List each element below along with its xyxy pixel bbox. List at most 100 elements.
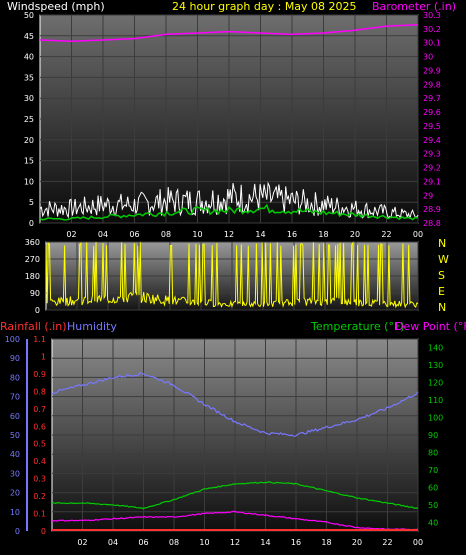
temp-humidity-x-tick-label: 14	[260, 538, 270, 547]
wind-x-tick-label: 00	[413, 230, 423, 239]
temp-humidity-x-tick-label: 10	[199, 538, 209, 547]
wind-x-tick-label: 22	[381, 230, 391, 239]
humidity-y-tick-label: 40	[10, 450, 20, 459]
direction-y-axis: 0 90 180 270 360	[25, 238, 40, 315]
barometer-y-tick-label: 29.5	[423, 122, 441, 131]
temperature-y-axis: 40 50 60 70 80 90 100 110 120 130 140	[428, 344, 443, 528]
barometer-series-line	[39, 23, 419, 43]
barometer-y-tick-label: 30.3	[423, 11, 441, 20]
humidity-y-tick-label: 10	[10, 508, 20, 517]
wind-y-tick-label: 5	[29, 198, 34, 207]
wind-x-tick-label: 18	[318, 230, 328, 239]
humidity-y-axis: 0 10 20 30 40 50 60 70 80 90 100	[5, 335, 28, 536]
direction-letter: W	[438, 253, 449, 266]
temperature-y-tick-label: 130	[428, 361, 443, 370]
rainfall-y-tick-label: 0.6	[33, 422, 46, 431]
wind-y-tick-label: 20	[24, 136, 34, 145]
wind-y-tick-label: 35	[24, 73, 34, 82]
humidity-y-tick-label: 0	[15, 527, 20, 536]
wind-x-tick-label: 02	[66, 230, 76, 239]
wind-y-tick-label: 25	[24, 115, 34, 124]
humidity-y-tick-label: 20	[10, 489, 20, 498]
rainfall-y-tick-label: 0.1	[33, 510, 46, 519]
direction-letter: S	[438, 269, 445, 282]
rainfall-y-tick-label: 0.4	[33, 457, 46, 466]
direction-y-tick-label: 360	[25, 238, 40, 247]
rainfall-y-axis: 0 0.1 0.2 0.3 0.4 0.5 0.6 0.7 0.8 0.9 1 1.1	[33, 335, 46, 536]
temp-humidity-x-tick-label: 20	[352, 538, 362, 547]
temp-humidity-x-tick-label: 00	[413, 538, 423, 547]
wind-average-series-line	[39, 203, 419, 221]
wind-y-tick-label: 0	[29, 219, 34, 228]
temp-humidity-x-axis: 02 04 06 08 10 12 14 16 18 20 22 00	[77, 538, 423, 547]
barometer-y-tick-label: 29.1	[423, 177, 441, 186]
rainfall-y-tick-label: 1.1	[33, 335, 46, 344]
humidity-y-tick-label: 70	[10, 393, 20, 402]
windspeed-series-line	[39, 181, 419, 220]
rainfall-y-tick-label: 0.8	[33, 387, 46, 396]
humidity-y-tick-label: 80	[10, 373, 20, 382]
wind-x-tick-label: 10	[192, 230, 202, 239]
barometer-y-tick-label: 30	[423, 53, 433, 62]
direction-series	[45, 241, 419, 309]
barometer-y-tick-label: 29.3	[423, 150, 441, 159]
wind-x-tick-label: 08	[161, 230, 171, 239]
barometer-y-tick-label: 29	[423, 191, 433, 200]
barometer-y-tick-label: 29.7	[423, 94, 441, 103]
temperature-y-tick-label: 70	[428, 466, 438, 475]
direction-y-tick-label: 90	[30, 289, 40, 298]
barometer-y-tick-label: 28.8	[423, 219, 441, 228]
temperature-y-tick-label: 40	[428, 518, 438, 527]
wind-y-tick-label: 10	[24, 177, 34, 186]
humidity-y-tick-label: 90	[10, 354, 20, 363]
temperature-y-tick-label: 90	[428, 431, 438, 440]
wind-plot-grid	[40, 14, 419, 224]
direction-letter: E	[438, 285, 445, 298]
wind-y-tick-label: 50	[24, 11, 34, 20]
humidity-series-line	[51, 371, 419, 437]
wind-x-tick-label: 20	[350, 230, 360, 239]
rainfall-y-tick-label: 0.7	[33, 405, 46, 414]
temp-humidity-x-tick-label: 16	[291, 538, 301, 547]
windspeed-label: Windspeed (mph)	[7, 0, 105, 13]
barometer-y-tick-label: 29.6	[423, 108, 441, 117]
rainfall-y-tick-label: 0.3	[33, 475, 46, 484]
temperature-y-tick-label: 110	[428, 396, 443, 405]
barometer-y-tick-label: 29.2	[423, 164, 441, 173]
wind-x-tick-label: 16	[287, 230, 297, 239]
wind-y-tick-label: 15	[24, 157, 34, 166]
barometer-y-tick-label: 30.1	[423, 39, 441, 48]
humidity-y-tick-label: 30	[10, 469, 20, 478]
temp-humidity-x-tick-label: 04	[108, 538, 118, 547]
temperature-y-tick-label: 80	[428, 448, 438, 457]
direction-series-line	[45, 241, 419, 309]
temp-humidity-grid	[52, 338, 419, 532]
temp-humidity-x-tick-label: 06	[138, 538, 148, 547]
humidity-y-tick-label: 50	[10, 431, 20, 440]
rainfall-y-tick-label: 0.2	[33, 492, 46, 501]
barometer-y-tick-label: 29.8	[423, 80, 441, 89]
wind-y-tick-label: 30	[24, 94, 34, 103]
temperature-series-line	[51, 481, 419, 510]
direction-y-tick-label: 0	[35, 306, 40, 315]
temp-humidity-series	[51, 371, 419, 531]
barometer-y-tick-label: 29.4	[423, 136, 441, 145]
dewpoint-series-line	[51, 510, 419, 531]
date-label: 24 hour graph day : May 08 2025	[172, 0, 357, 13]
humidity-y-tick-label: 60	[10, 412, 20, 421]
direction-letter: N	[438, 237, 446, 250]
wind-y-axis: 0 5 10 15 20 25 30 35 40 45 50	[24, 11, 34, 228]
wind-y-tick-label: 45	[24, 32, 34, 41]
wind-x-tick-label: 12	[224, 230, 234, 239]
barometer-y-tick-label: 30.2	[423, 25, 441, 34]
rainfall-y-tick-label: 0.5	[33, 440, 46, 449]
temp-humidity-x-tick-label: 18	[321, 538, 331, 547]
barometer-y-axis: 28.8 28.9 29 29.1 29.2 29.3 29.4 29.5 29.6 29.7 29…	[423, 11, 441, 228]
barometer-label: Barometer (.in)	[372, 0, 456, 13]
temperature-y-tick-label: 60	[428, 483, 438, 492]
temperature-y-tick-label: 50	[428, 501, 438, 510]
temp-humidity-x-tick-label: 02	[77, 538, 87, 547]
direction-letter: N	[438, 301, 446, 314]
